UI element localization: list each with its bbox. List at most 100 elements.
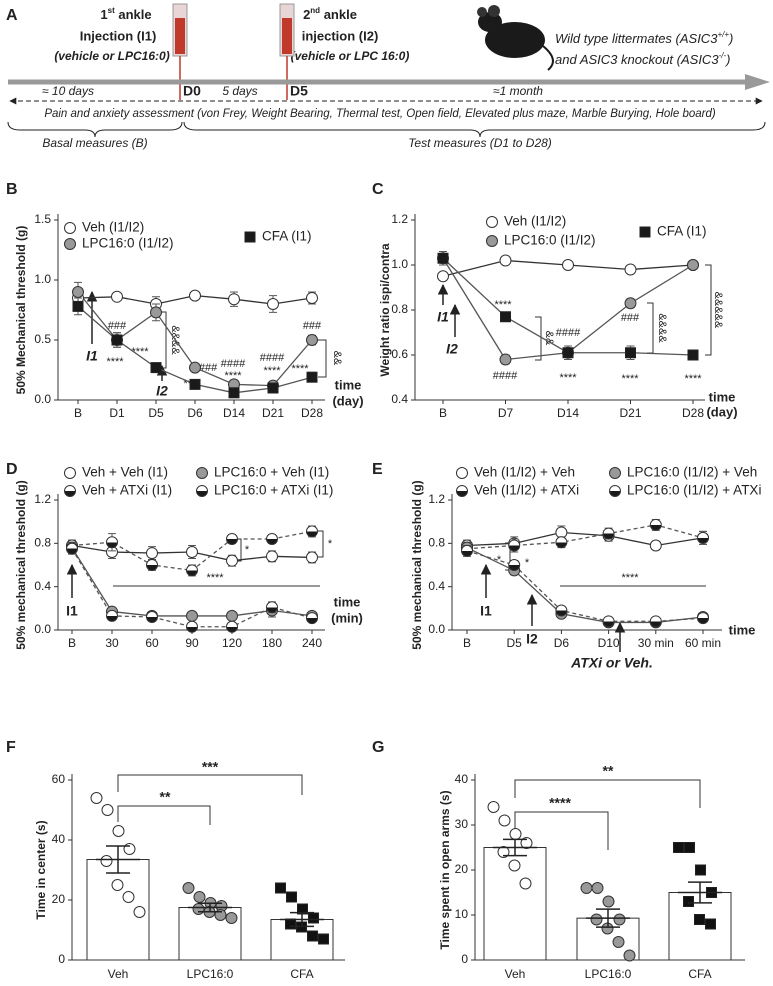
data-point [499,254,512,267]
x-tick-label: LPC16:0 [585,967,632,981]
data-point [189,289,201,302]
x-tick-label: D5 [148,406,164,420]
annotation: #### [221,358,246,370]
x-axis-unit: (min) [331,610,363,625]
data-point [612,936,625,948]
annotation: #### [493,370,518,382]
legend-marker [196,485,208,497]
x-tick-label: B [68,636,76,650]
legend-marker [609,467,621,479]
annotation: ATXi or Veh. [570,655,653,671]
legend-label: Veh (I1/I2) + Veh [474,465,575,480]
assessment-label: Pain and anxiety assessment (von Frey, W… [44,108,716,120]
data-point [111,334,123,346]
data-point [562,259,574,271]
data-point [497,846,510,858]
data-point [683,896,694,907]
x-tick-label: CFA [290,967,313,981]
text: st [108,6,115,15]
data-point [146,559,158,571]
error-bar [188,902,232,913]
data-point [580,882,593,894]
x-tick-label: Veh [505,967,526,981]
annotation: I1 [437,309,449,325]
x-tick-label: D21 [619,406,641,420]
data-point [90,792,103,804]
legend-label: Veh (I1/I2) [504,214,566,229]
legend-marker [64,485,76,497]
data-point [182,882,195,894]
data-point [275,882,286,894]
y-tick-label: 40 [52,832,66,846]
syringe [172,3,295,100]
panel-letter: C [372,181,384,198]
x-tick-label: D6 [554,636,570,650]
panel-letter: B [6,181,18,198]
x-tick-label: 60 min [685,636,721,650]
significance-bracket [117,805,211,825]
annotation: **** [206,572,224,584]
x-tick-label: 120 [222,636,242,650]
panel-letter: A [6,7,18,24]
data-point [705,918,716,930]
data-point [437,270,449,283]
legend-marker [486,216,498,228]
timeline-arrowhead [745,74,770,90]
y-tick-label: 1.2 [391,212,408,226]
error-bar [678,881,722,904]
annotation: **** [131,346,149,358]
legend-marker [64,238,76,250]
x-tick-label: 30 min [638,636,674,650]
y-tick-label: 1.2 [428,492,445,506]
data-point [602,527,615,540]
text: ankle [115,7,152,22]
annotation: #### [260,352,285,364]
x-axis-label: time [729,622,756,637]
data-point [519,877,532,890]
data-point [101,804,114,816]
annotation: * [497,554,502,566]
series-line [442,257,694,356]
data-point [306,612,318,625]
annotation: **** [494,299,512,311]
mice-label: Wild type littermates (ASIC3+/+) [555,30,733,46]
data-point [562,347,574,359]
data-point [624,263,637,276]
data-point [189,361,201,374]
data-point [266,601,278,614]
text: and ASIC3 knockout (ASIC3 [555,52,719,67]
data-point [150,362,162,374]
y-tick-label: 1.0 [34,272,51,286]
data-point [226,620,238,633]
legend-label: Veh + ATXi (I1) [82,483,172,498]
y-tick-label: 0.5 [34,332,51,346]
mouse-icon [477,5,554,71]
significance-bracket [535,316,542,361]
legend-label: LPC16:0 + Veh (I1) [214,465,329,480]
x-axis-unit: (day) [332,393,363,408]
data-point [498,814,511,827]
y-tick-label: 0.8 [34,536,51,550]
y-tick-label: 0.4 [391,392,408,406]
legend-label: Veh (I1/I2) + ATXi [474,483,579,498]
significance-bracket [514,779,701,808]
annotation: **** [224,370,242,382]
y-tick-label: 0 [58,952,65,966]
series-line [466,547,704,624]
legend-label: LPC16:0 (I1/I2) + ATXi [627,483,761,498]
y-tick-label: 0.8 [391,302,408,316]
data-point [106,609,118,622]
x-tick-label: D28 [301,406,323,420]
data-point [499,353,512,366]
y-tick-label: 0 [461,952,468,966]
data-point [111,290,123,303]
data-point [695,864,706,876]
legend-marker [196,467,208,479]
data-point [228,387,240,399]
legend-marker [486,235,498,247]
panel-letter: E [372,461,383,478]
text: -/- [719,51,727,60]
annotation: && [331,351,343,366]
x-tick-label: 90 [185,636,199,650]
panel-letter: F [6,739,16,756]
